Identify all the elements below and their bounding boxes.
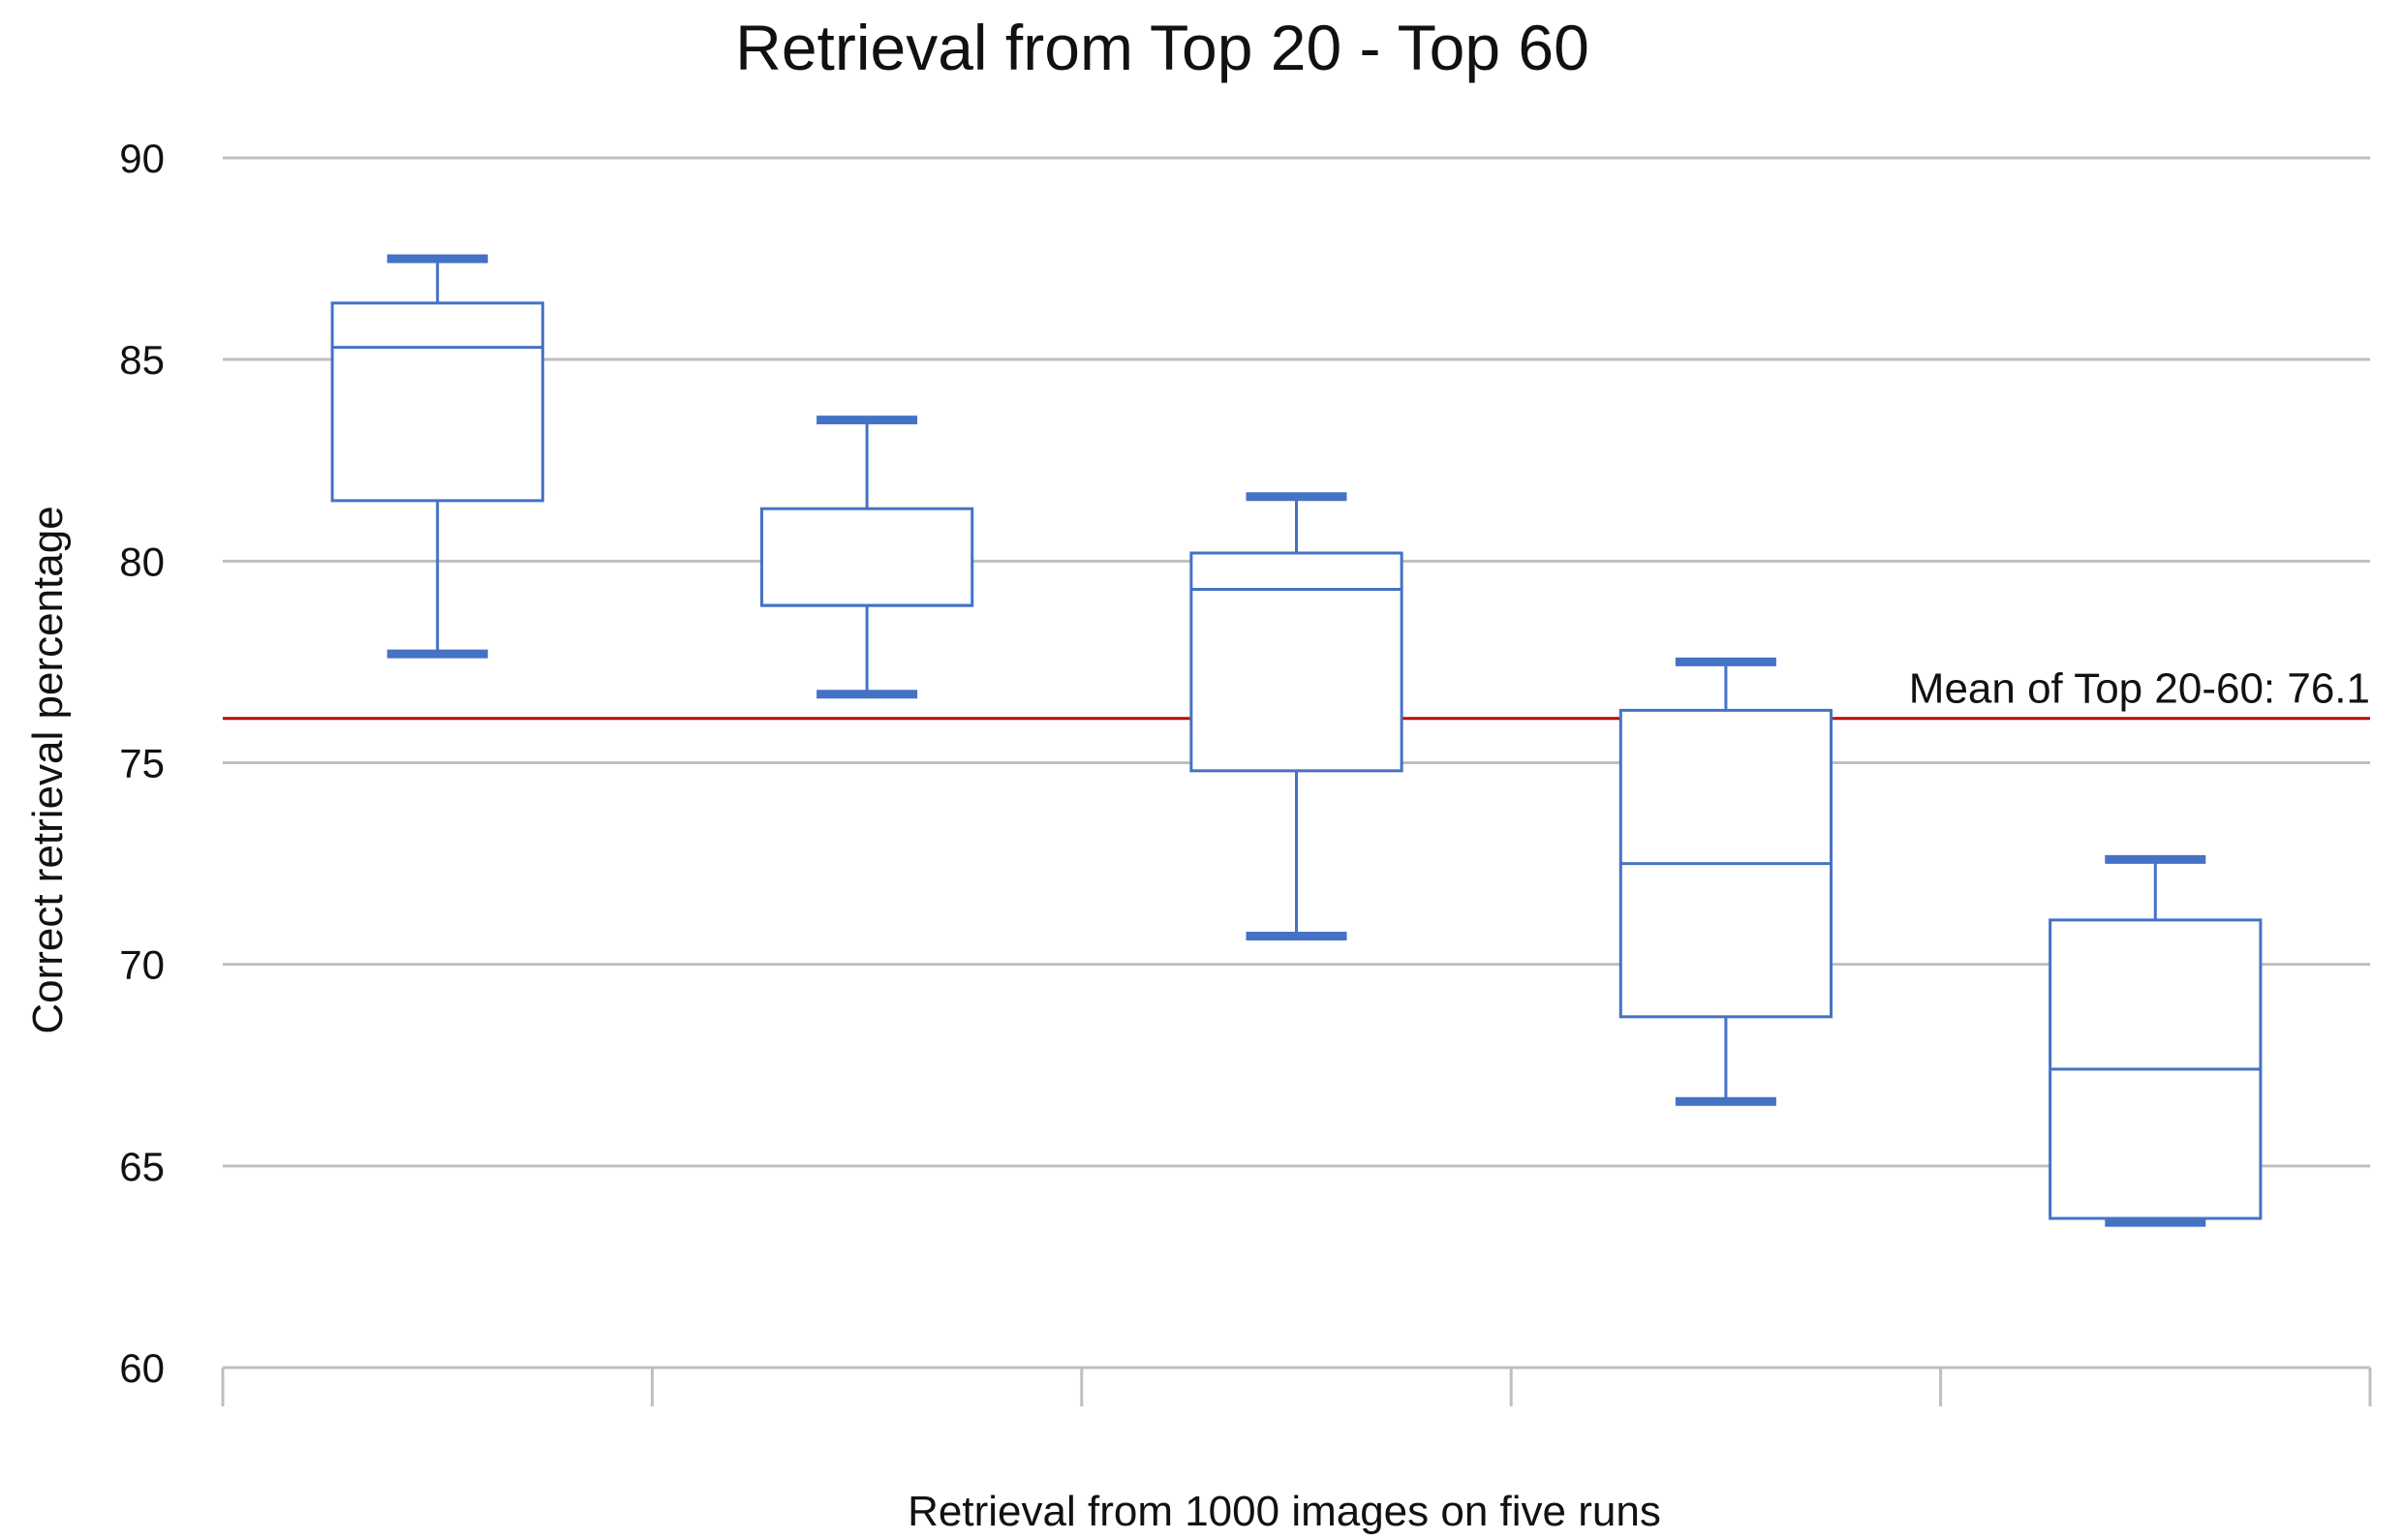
iqr-box <box>1189 551 1403 773</box>
x-axis-label: Retrieval from 1000 images on five runs <box>908 1488 1661 1535</box>
iqr-box <box>759 507 974 607</box>
y-tick-label: 85 <box>119 337 165 383</box>
y-axis-label: Correct retrieval percentage <box>24 506 72 1033</box>
y-tick-label: 70 <box>119 942 165 988</box>
chart-title: Retrieval from Top 20 - Top 60 <box>735 12 1589 83</box>
y-tick-labels: 60 65 70 75 80 85 90 <box>119 136 165 1391</box>
x-axis <box>221 1366 2372 1406</box>
mean-line-label: Mean of Top 20-60: 76.1 <box>1909 665 2370 713</box>
y-tick-label: 90 <box>119 136 165 181</box>
box-plots <box>330 254 2263 1227</box>
box-plot-2 <box>759 416 974 699</box>
y-tick-label: 60 <box>119 1345 165 1391</box>
y-tick-label: 65 <box>119 1144 165 1189</box>
iqr-box <box>330 301 544 503</box>
y-tick-label: 75 <box>119 741 165 786</box>
y-tick-label: 80 <box>119 539 165 584</box>
box-plot-1 <box>330 254 544 659</box>
box-plot-5 <box>2049 854 2263 1227</box>
box-plot-4 <box>1618 657 1833 1106</box>
box-plot-3 <box>1189 492 1403 941</box>
